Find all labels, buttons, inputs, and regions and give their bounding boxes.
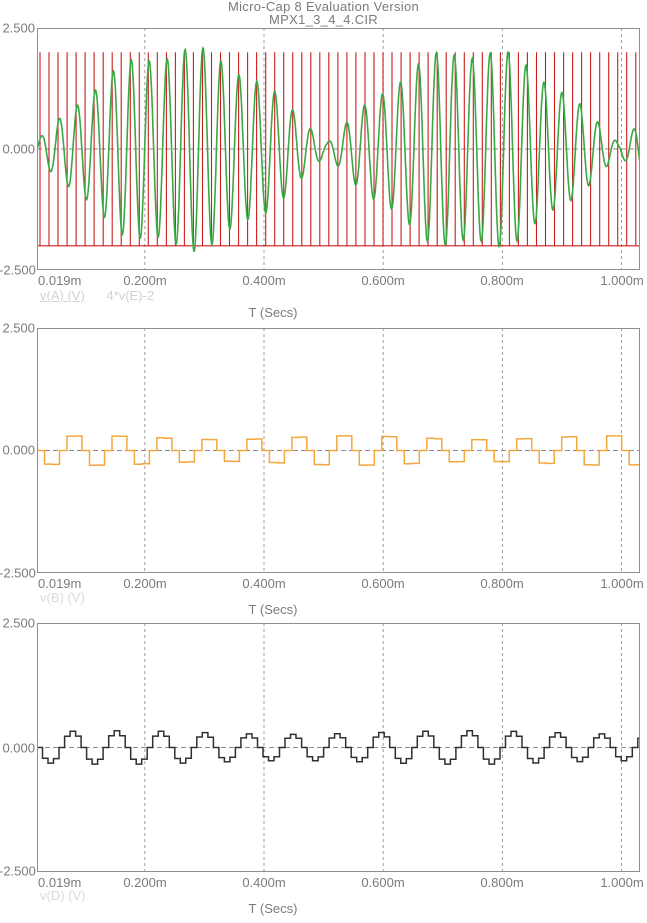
x-tick-label: 0.600m	[361, 273, 405, 288]
plot-2-ytick-bottom: -2.500	[0, 565, 36, 581]
plot-1-ytick-bottom: -2.500	[0, 262, 36, 278]
plot-3-ytick-top: 2.500	[2, 615, 35, 631]
plot-2-xaxis-title: T (Secs)	[248, 602, 298, 617]
legend-curve-vA[interactable]: v(A) (V)	[40, 288, 85, 303]
plot-1-ytick-top: 2.500	[2, 20, 35, 36]
window-title-block: Micro-Cap 8 Evaluation Version MPX1_3_4_…	[0, 0, 647, 26]
plot-2-ytick-zero: 0.000	[2, 442, 35, 458]
x-tick-label: 0.200m	[123, 875, 167, 890]
legend-curve-vB[interactable]: v(B) (V)	[40, 590, 85, 605]
x-tick-label: 0.019m	[38, 875, 82, 890]
app-title: Micro-Cap 8 Evaluation Version	[227, 0, 420, 14]
x-tick-label: 0.800m	[480, 875, 524, 890]
plot-3-xaxis-title: T (Secs)	[248, 901, 298, 916]
plot-1-legend: v(A) (V) 4*v(E)-2	[40, 288, 172, 303]
x-tick-label: 0.019m	[38, 576, 82, 591]
plot-2-canvas	[37, 328, 640, 573]
x-tick-label: 1.000m	[600, 273, 644, 288]
legend-curve-4vE-2[interactable]: 4*v(E)-2	[106, 288, 155, 303]
plot-3-ytick-zero: 0.000	[2, 740, 35, 756]
x-tick-label: 0.400m	[242, 875, 286, 890]
x-tick-label: 1.000m	[600, 875, 644, 890]
x-tick-label: 0.200m	[123, 273, 167, 288]
plot-2-legend: v(B) (V)	[40, 590, 103, 605]
plot-1-xaxis-title: T (Secs)	[248, 305, 298, 320]
x-tick-label: 0.400m	[242, 273, 286, 288]
plot-1-canvas	[37, 28, 640, 270]
plot-2-ytick-top: 2.500	[2, 320, 35, 336]
plot-3-canvas	[37, 623, 640, 872]
legend-curve-vD[interactable]: v(D) (V)	[40, 888, 86, 903]
x-tick-label: 0.600m	[361, 875, 405, 890]
plot-3-ytick-bottom: -2.500	[0, 863, 36, 879]
plot-1-ytick-zero: 0.000	[2, 141, 35, 157]
x-tick-label: 0.600m	[361, 576, 405, 591]
plot-3-legend: v(D) (V)	[40, 888, 104, 903]
x-tick-label: 0.019m	[38, 273, 82, 288]
circuit-filename: MPX1_3_4_4.CIR	[269, 12, 378, 27]
x-tick-label: 1.000m	[600, 576, 644, 591]
x-tick-label: 0.400m	[242, 576, 286, 591]
x-tick-label: 0.800m	[480, 576, 524, 591]
x-tick-label: 0.200m	[123, 576, 167, 591]
x-tick-label: 0.800m	[480, 273, 524, 288]
